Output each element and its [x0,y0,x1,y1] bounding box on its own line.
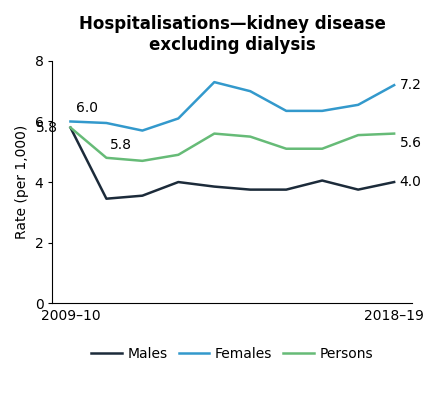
Males [176,180,181,185]
Females [104,121,109,126]
Text: 5.6: 5.6 [400,136,422,150]
Line: Females: Females [70,82,394,131]
Females [140,128,145,133]
Persons [248,134,253,139]
Females [248,89,253,94]
Title: Hospitalisations—kidney disease
excluding dialysis: Hospitalisations—kidney disease excludin… [79,15,386,54]
Text: 4.0: 4.0 [400,175,422,189]
Text: 6.0: 6.0 [76,101,98,115]
Males [284,187,289,192]
Males [356,187,361,192]
Males [392,180,397,185]
Males [140,193,145,198]
Persons [356,133,361,138]
Persons [68,125,73,130]
Males [248,187,253,192]
Males [68,125,73,130]
Text: 5.8: 5.8 [110,138,132,152]
Line: Persons: Persons [70,128,394,161]
Males [319,178,325,183]
Persons [176,152,181,157]
Persons [104,155,109,160]
Males [104,196,109,201]
Persons [284,146,289,151]
Females [319,108,325,113]
Text: 5.8: 5.8 [36,121,58,135]
Persons [392,131,397,136]
Females [68,119,73,124]
Females [284,108,289,113]
Persons [140,158,145,163]
Persons [319,146,325,151]
Females [356,102,361,107]
Text: 7.2: 7.2 [400,78,422,92]
Legend: Males, Females, Persons: Males, Females, Persons [86,342,379,367]
Line: Males: Males [70,128,394,199]
Females [212,80,217,85]
Y-axis label: Rate (per 1,000): Rate (per 1,000) [15,125,29,239]
Males [212,184,217,189]
Females [392,83,397,88]
Females [176,116,181,121]
Persons [212,131,217,136]
